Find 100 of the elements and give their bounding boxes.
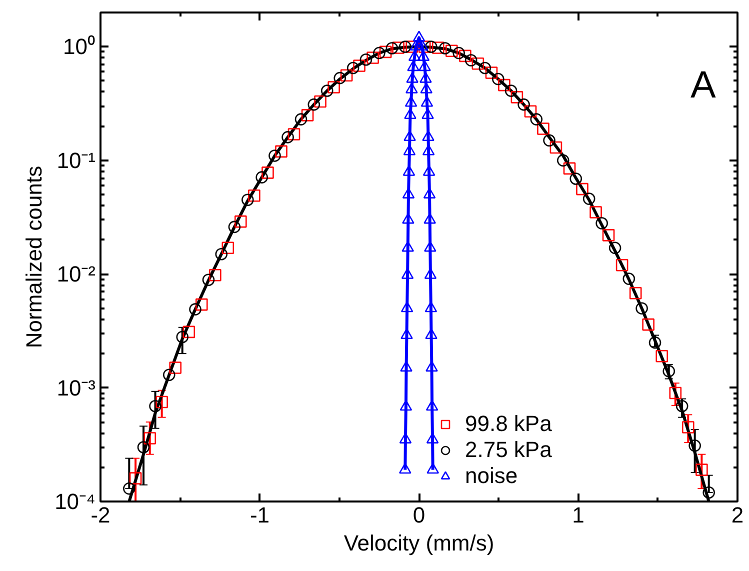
point (676, 400, 688, 412)
point (422, 130, 434, 142)
point (596, 217, 608, 230)
point (422, 165, 436, 176)
x-tick-label: -1 (250, 502, 270, 528)
point (406, 72, 418, 83)
point (209, 268, 222, 282)
point (702, 486, 715, 499)
point (248, 189, 260, 202)
point (438, 42, 452, 54)
point (418, 60, 431, 72)
x-axis-title: Velocity (mm/s) (344, 530, 494, 556)
point (423, 188, 436, 198)
point (537, 122, 550, 135)
point (360, 53, 372, 66)
point (401, 268, 414, 279)
point (556, 154, 570, 167)
point (404, 130, 416, 142)
point (392, 42, 404, 54)
point (608, 242, 622, 254)
point (129, 472, 142, 484)
x-tick-label: 2 (731, 502, 744, 528)
point (550, 141, 562, 154)
point (504, 84, 518, 97)
point (256, 171, 268, 184)
point (182, 326, 196, 338)
point (629, 287, 642, 300)
point (400, 328, 413, 340)
point (346, 62, 360, 74)
point (398, 40, 412, 53)
point (314, 95, 326, 108)
point (636, 302, 648, 314)
point (410, 40, 422, 51)
point (162, 368, 176, 381)
point (403, 144, 416, 156)
point (366, 52, 379, 64)
point (268, 150, 281, 162)
y-axis-title: Normalized counts (22, 166, 47, 348)
point (530, 113, 543, 126)
point (524, 105, 537, 118)
point (149, 400, 162, 412)
point (543, 134, 556, 147)
point (320, 84, 334, 97)
point (576, 182, 588, 196)
point (379, 46, 392, 58)
point (424, 301, 438, 312)
point (426, 432, 439, 444)
point (616, 258, 628, 272)
point (590, 206, 602, 218)
point (432, 42, 444, 54)
point (169, 362, 182, 374)
point (386, 42, 398, 54)
point (464, 54, 478, 66)
point (189, 303, 202, 316)
y-tick-label: 10⁰ (63, 34, 96, 60)
point (262, 166, 274, 179)
point (420, 72, 432, 83)
point (417, 50, 430, 61)
point (510, 91, 524, 104)
point (195, 298, 208, 311)
point (570, 172, 582, 185)
point (402, 165, 416, 176)
point (398, 462, 412, 474)
point (373, 46, 386, 60)
point (288, 128, 300, 140)
point (400, 301, 414, 312)
point (137, 441, 150, 454)
point (424, 40, 438, 53)
point (498, 78, 510, 92)
point (662, 365, 676, 378)
point (308, 98, 320, 111)
point (407, 60, 420, 72)
point (416, 40, 428, 51)
point (422, 108, 434, 119)
point (334, 72, 346, 84)
point (492, 72, 504, 86)
legend-label: 2.75 kPa (465, 437, 552, 463)
point (582, 192, 596, 205)
point (222, 242, 234, 254)
point (404, 108, 416, 119)
point (228, 220, 241, 234)
point (445, 44, 458, 57)
point (622, 272, 636, 285)
point (420, 96, 434, 107)
legend-label: 99.8 kPa (465, 411, 552, 437)
point (688, 439, 701, 452)
point (408, 50, 421, 61)
point (669, 386, 682, 400)
x-tick-label: 0 (412, 502, 426, 528)
point (340, 69, 353, 82)
point (452, 46, 465, 60)
point (202, 274, 215, 286)
point (215, 248, 228, 260)
x-tick-label: 1 (572, 502, 584, 528)
point (404, 96, 418, 107)
point (642, 318, 654, 331)
point (282, 131, 294, 144)
point (478, 62, 492, 74)
point (682, 421, 694, 434)
point (412, 30, 426, 42)
